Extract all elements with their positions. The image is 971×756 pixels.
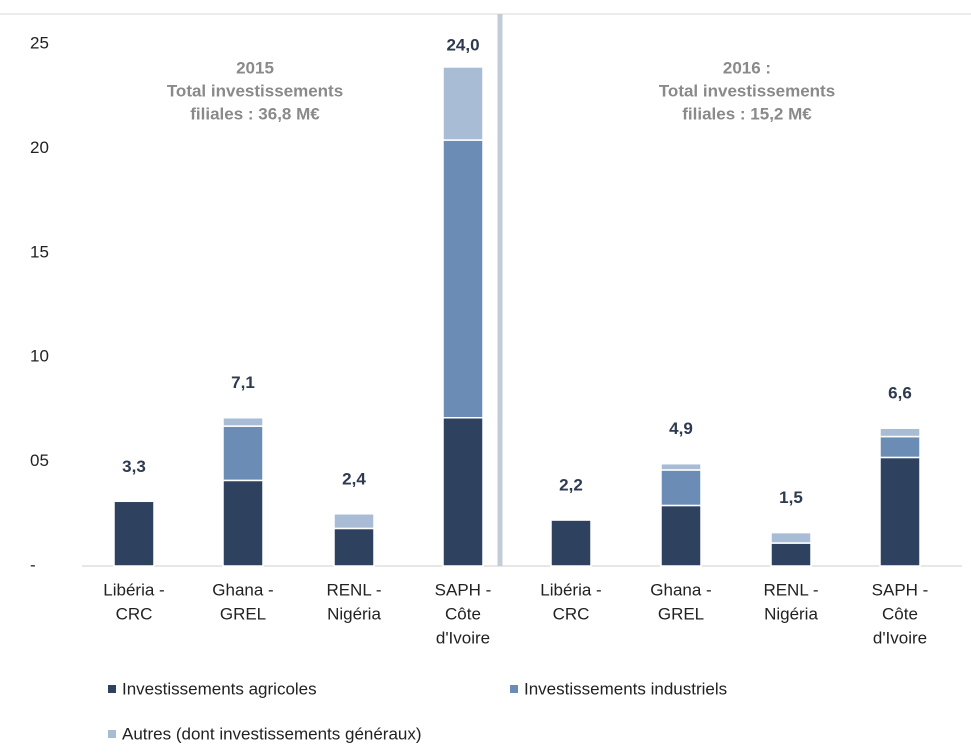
- total-label: 6,6: [888, 384, 912, 403]
- total-label: 2,4: [342, 469, 366, 488]
- total-label: 3,3: [122, 457, 146, 476]
- legend-swatch: [108, 730, 116, 738]
- x-tick-label: Côte: [882, 604, 918, 623]
- bar-segment: [222, 425, 264, 482]
- x-tick-label: GREL: [220, 604, 266, 623]
- total-label: 1,5: [779, 488, 803, 507]
- x-tick-label: Libéria -: [103, 580, 164, 599]
- x-tick-label: Libéria -: [540, 580, 601, 599]
- x-tick-label: GREL: [658, 604, 704, 623]
- x-tick-label: RENL -: [763, 580, 818, 599]
- bar-segment: [660, 504, 702, 567]
- x-tick-label: Ghana -: [212, 580, 273, 599]
- bar-segment: [770, 531, 812, 544]
- bar-segment: [442, 139, 484, 419]
- annotation: Total investissements: [167, 81, 343, 100]
- x-tick-label: CRC: [116, 604, 153, 623]
- y-tick-label: 25: [30, 33, 49, 52]
- bar-segment: [879, 427, 921, 438]
- x-tick-label: SAPH -: [435, 580, 492, 599]
- y-tick-label: -: [30, 555, 36, 574]
- bar-segment: [879, 435, 921, 459]
- x-tick-label: Nigéria: [327, 604, 381, 623]
- annotation: Total investissements: [659, 81, 835, 100]
- annotation: 2015: [236, 58, 274, 77]
- bar-segment: [222, 417, 264, 427]
- bar-segment: [550, 519, 592, 567]
- x-tick-label: d'Ivoire: [436, 628, 490, 647]
- total-label: 24,0: [446, 35, 479, 54]
- bar-segment: [442, 66, 484, 141]
- x-tick-label: RENL -: [326, 580, 381, 599]
- bar-segment: [333, 527, 375, 567]
- x-tick-label: d'Ivoire: [873, 628, 927, 647]
- total-label: 4,9: [669, 419, 693, 438]
- y-tick-label: 05: [30, 451, 49, 470]
- y-tick-label: 20: [30, 138, 49, 157]
- x-tick-label: Ghana -: [650, 580, 711, 599]
- bar-segment: [442, 417, 484, 567]
- total-label: 2,2: [559, 476, 583, 495]
- total-label: 7,1: [231, 373, 255, 392]
- annotation: filiales : 15,2 M€: [682, 104, 812, 123]
- bar-segment: [113, 500, 155, 567]
- bar-segment: [879, 456, 921, 567]
- annotation: filiales : 36,8 M€: [190, 104, 320, 123]
- x-tick-label: Nigéria: [764, 604, 818, 623]
- y-tick-label: 15: [30, 242, 49, 261]
- y-tick-label: 10: [30, 347, 49, 366]
- legend-label: Investissements agricoles: [122, 679, 317, 698]
- legend-label: Autres (dont investissements généraux): [122, 724, 422, 743]
- legend-swatch: [108, 685, 116, 693]
- x-tick-label: CRC: [553, 604, 590, 623]
- legend-label: Investissements industriels: [524, 679, 727, 698]
- bar-segment: [660, 469, 702, 507]
- x-tick-label: SAPH -: [872, 580, 929, 599]
- bar-segment: [222, 479, 264, 567]
- legend-swatch: [510, 685, 518, 693]
- annotation: 2016 :: [723, 58, 771, 77]
- bar-segment: [770, 542, 812, 567]
- bar-segment: [660, 462, 702, 471]
- x-tick-label: Côte: [445, 604, 481, 623]
- bar-segment: [333, 513, 375, 530]
